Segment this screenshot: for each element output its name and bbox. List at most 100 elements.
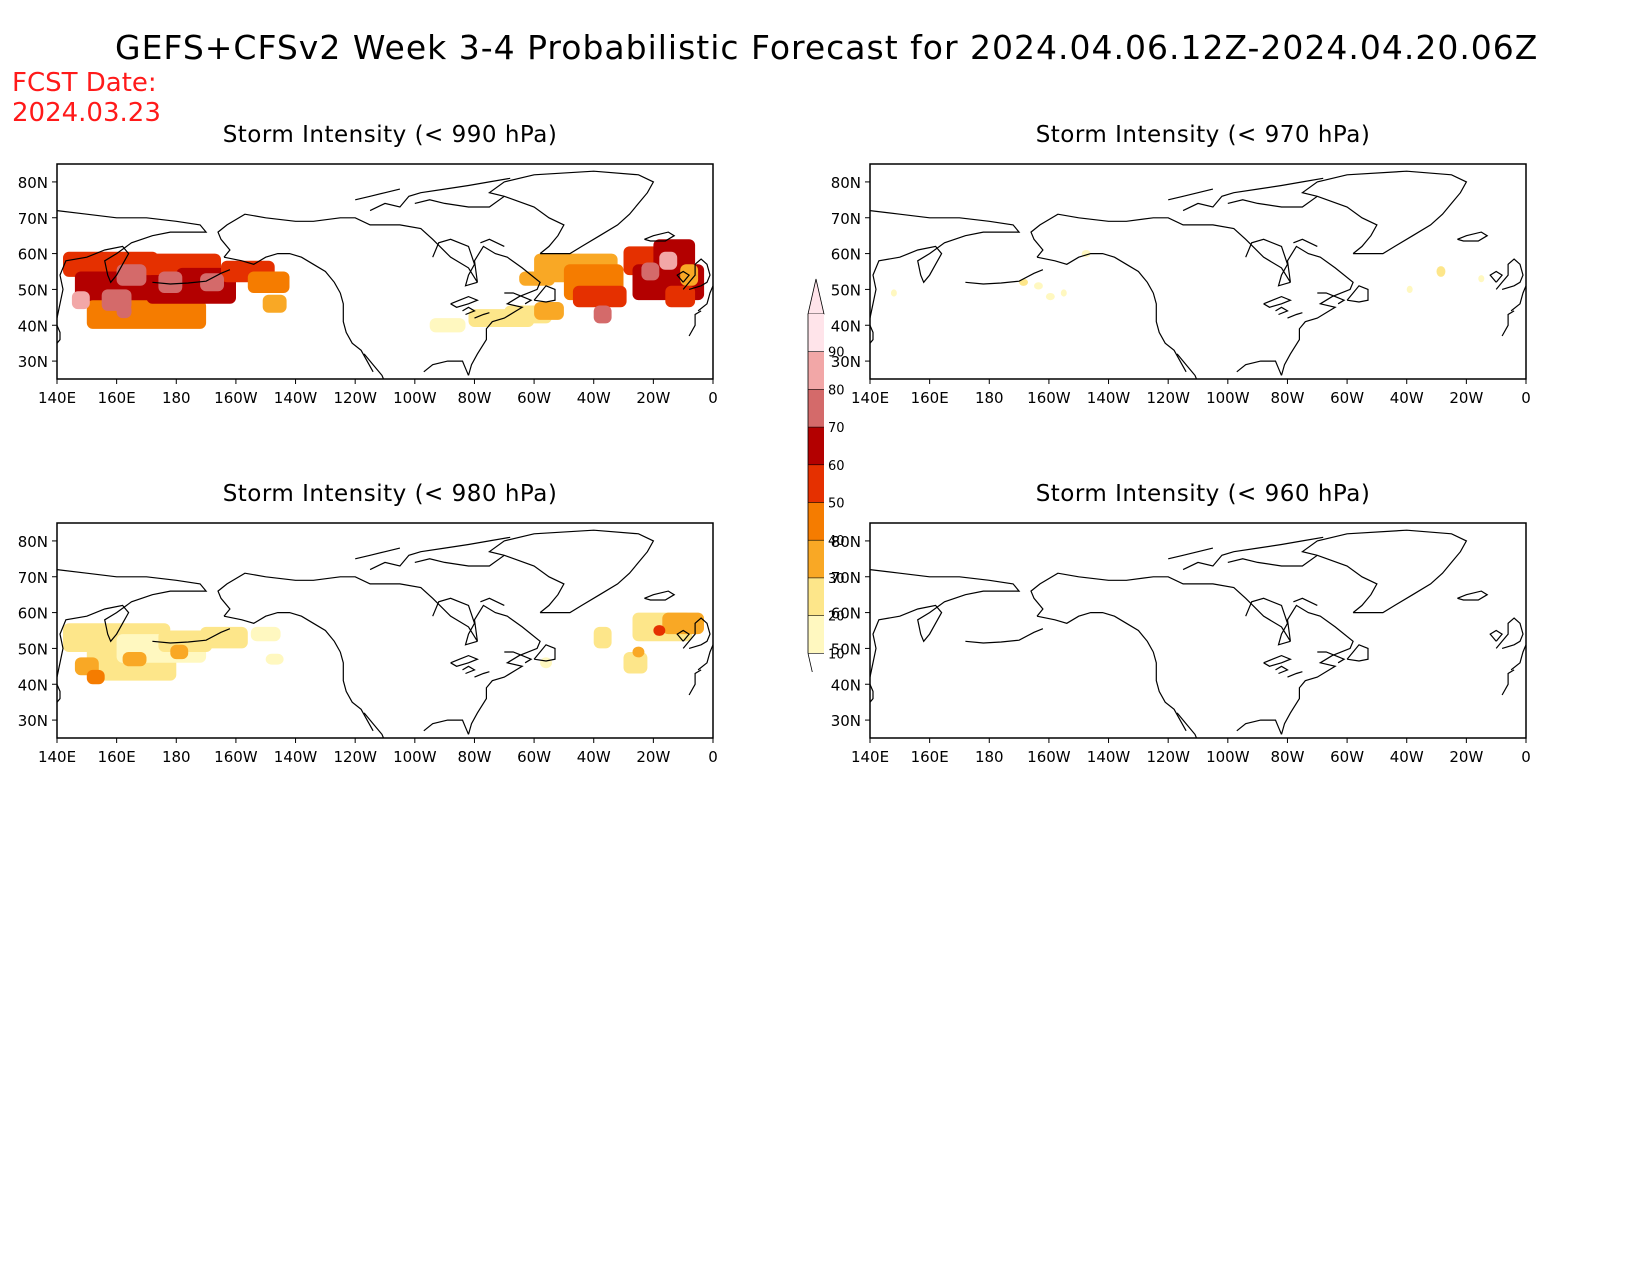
coastline	[217, 213, 541, 376]
coastline	[1245, 238, 1291, 287]
y-tick-label: 60N	[831, 246, 861, 264]
x-tick-label: 160W	[1027, 748, 1071, 766]
y-tick-label: 40N	[18, 317, 48, 335]
coastline	[217, 572, 541, 735]
coastline	[870, 569, 1021, 678]
probability-cell	[86, 669, 105, 685]
x-tick-label: 180	[162, 389, 191, 407]
coastline	[369, 177, 511, 212]
colorbar-label: 10	[828, 647, 845, 662]
x-tick-label: 100W	[1206, 748, 1250, 766]
probability-cell	[116, 303, 132, 319]
probability-cell	[519, 271, 555, 286]
x-tick-label: 40W	[1390, 389, 1424, 407]
x-tick-label: 140E	[38, 389, 76, 407]
coastline	[1152, 651, 1187, 732]
coastline	[57, 684, 61, 703]
coastline	[1346, 285, 1369, 303]
forecast-date-value: 2024.03.23	[12, 98, 161, 128]
x-tick-label: 120W	[1146, 389, 1190, 407]
coastline	[480, 597, 505, 606]
coastline	[423, 360, 470, 376]
coastline	[423, 719, 470, 735]
probability-cell	[659, 251, 678, 270]
coastline	[1152, 292, 1187, 373]
coastline	[870, 684, 874, 703]
probability-cell	[632, 646, 645, 658]
probability-cell	[250, 626, 281, 642]
coastline	[965, 628, 1044, 644]
coastline	[688, 669, 702, 696]
coastline	[1275, 665, 1289, 675]
y-tick-label: 80N	[831, 533, 861, 551]
x-tick-label: 180	[975, 389, 1004, 407]
coastline	[644, 231, 676, 242]
probability-cell	[200, 626, 248, 649]
y-tick-label: 80N	[18, 174, 48, 192]
colorbar-cap-top	[807, 278, 825, 315]
probability-cell	[429, 318, 466, 333]
coastline	[644, 590, 676, 601]
x-tick-label: 140E	[851, 748, 889, 766]
y-tick-label: 70N	[18, 210, 48, 228]
probability-cell	[71, 291, 90, 310]
forecast-date: FCST Date: 2024.03.23	[12, 68, 161, 128]
coastline	[339, 651, 374, 732]
x-tick-label: 160W	[214, 389, 258, 407]
probability-cell	[1478, 275, 1485, 283]
y-tick-label: 40N	[831, 317, 861, 335]
x-tick-label: 0	[1521, 389, 1531, 407]
panel-title: Storm Intensity (< 980 hPa)	[222, 481, 558, 507]
y-tick-label: 30N	[18, 353, 48, 371]
y-tick-label: 70N	[831, 210, 861, 228]
y-tick-label: 30N	[18, 712, 48, 730]
coastline	[432, 238, 478, 287]
coastline	[965, 269, 1044, 285]
probability-cell	[122, 652, 147, 667]
coastline	[1263, 295, 1293, 308]
colorbar-segment	[808, 464, 824, 503]
x-tick-label: 140E	[851, 389, 889, 407]
x-tick-label: 180	[975, 748, 1004, 766]
x-tick-label: 140W	[274, 748, 318, 766]
coastline	[223, 253, 341, 294]
coastline	[57, 325, 61, 344]
probability-cell	[158, 271, 183, 293]
coastline	[1236, 360, 1283, 376]
y-tick-label: 60N	[18, 246, 48, 264]
x-tick-label: 60W	[1330, 389, 1364, 407]
probability-cell	[662, 612, 704, 635]
x-tick-label: 80W	[1270, 389, 1304, 407]
y-tick-label: 60N	[18, 605, 48, 623]
coastline	[676, 629, 691, 642]
coastline	[1275, 306, 1289, 316]
x-tick-label: 160E	[98, 748, 136, 766]
coastline	[682, 617, 711, 649]
coastline	[152, 628, 231, 644]
coastline	[688, 310, 702, 337]
colorbar-segment	[808, 389, 824, 428]
probability-cell	[572, 285, 627, 308]
map-980hpa: 140E 160E 180 160W 140W 120W 100W 80W 60W 40W 20W 0…	[18, 522, 718, 766]
probability-cell	[1045, 293, 1055, 301]
coastline	[1489, 629, 1504, 642]
coastline	[1495, 258, 1524, 290]
probability-cell	[1406, 285, 1413, 293]
coastline	[1510, 285, 1526, 312]
coastline	[1227, 195, 1318, 208]
x-tick-label: 40W	[1390, 748, 1424, 766]
panel-title: Storm Intensity (< 970 hPa)	[1035, 122, 1371, 148]
x-tick-label: 40W	[577, 748, 611, 766]
panel-title: Storm Intensity (< 960 hPa)	[1035, 481, 1371, 507]
colorbar-label: 30	[828, 572, 845, 587]
x-tick-label: 0	[708, 389, 718, 407]
probability-cell	[534, 302, 564, 320]
x-tick-label: 140W	[1087, 389, 1131, 407]
map-frame	[869, 163, 1527, 380]
coastline	[682, 258, 711, 290]
x-tick-label: 160W	[1027, 389, 1071, 407]
colorbar-label: 80	[828, 383, 845, 398]
x-tick-label: 20W	[1449, 389, 1483, 407]
colorbar-label: 20	[828, 610, 845, 625]
coastline	[697, 644, 713, 671]
